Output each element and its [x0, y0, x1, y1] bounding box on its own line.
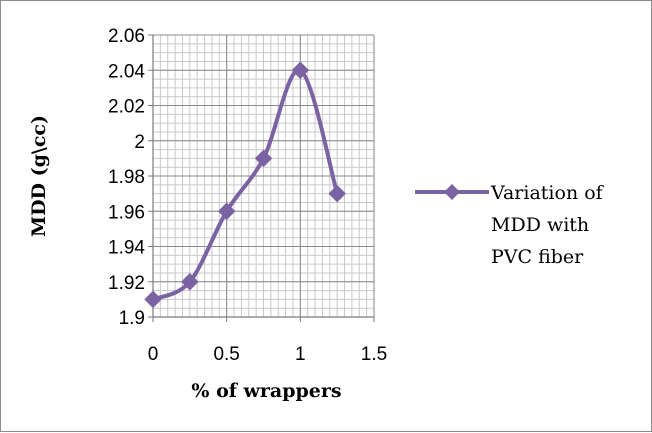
- y-tick-label: 2.04: [108, 61, 145, 82]
- x-tick-label: 1: [295, 344, 306, 365]
- y-tick-label: 2.02: [108, 97, 145, 118]
- data-point: [254, 149, 273, 168]
- data-point: [181, 273, 199, 291]
- y-tick-label: 1.94: [108, 238, 145, 259]
- data-point: [217, 202, 236, 220]
- y-tick-label: 2: [134, 132, 145, 153]
- y-tick-label: 1.92: [108, 273, 145, 294]
- x-tick-label: 1.5: [361, 344, 387, 365]
- grid-layer: [152, 34, 375, 318]
- x-axis-title: % of wrappers: [191, 380, 341, 402]
- legend-label-line: Variation of: [490, 182, 605, 204]
- legend-layer: Variation of MDD with PVC fiber: [415, 182, 605, 268]
- legend-label-line: MDD with: [491, 214, 589, 236]
- x-tick-label: 0.5: [213, 344, 239, 365]
- data-point: [144, 290, 162, 309]
- y-tick-label: 2.06: [108, 26, 145, 47]
- y-axis-title: MDD (g\cc): [28, 115, 50, 237]
- data-point: [328, 184, 346, 203]
- legend-label: Variation of MDD with PVC fiber: [490, 182, 605, 268]
- data-point: [291, 61, 310, 79]
- x-tick-label: 0: [148, 344, 159, 365]
- y-tick-label: 1.98: [108, 167, 145, 188]
- legend-label-line: PVC fiber: [491, 246, 584, 268]
- legend-marker: [444, 184, 460, 200]
- y-tick-label: 1.96: [108, 202, 145, 223]
- series-layer: [144, 61, 346, 309]
- y-tick-label: 1.9: [119, 308, 145, 329]
- axis-layer: [148, 34, 375, 322]
- label-layer: 1.9 1.92 1.94 1.96 1.98 2 2.02 2.04 2.06 0 0.5 1 1.5…: [28, 26, 387, 402]
